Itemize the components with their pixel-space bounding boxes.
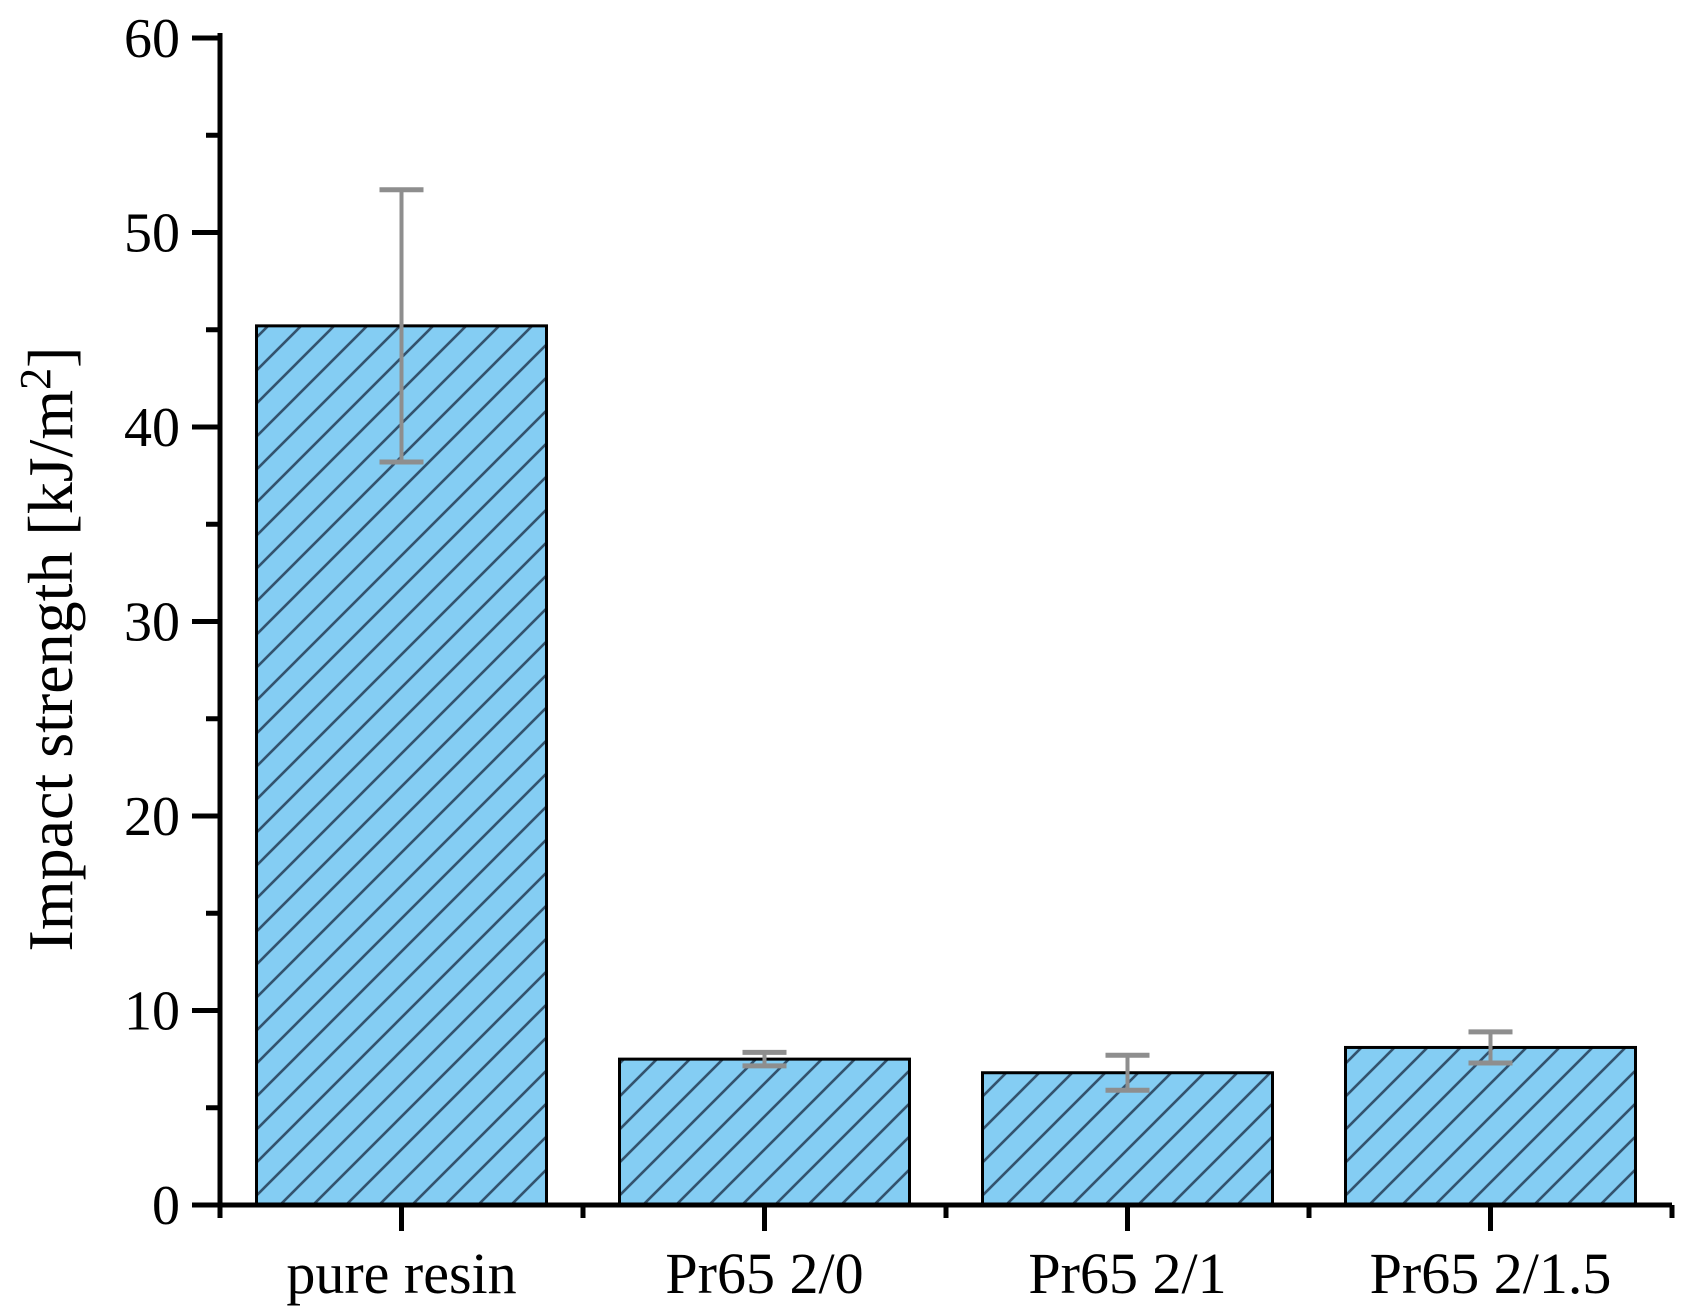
- y-tick-label: 30: [124, 592, 180, 654]
- bar-pr65-2-1: [981, 1071, 1274, 1207]
- x-category-label: pure resin: [286, 1241, 516, 1306]
- x-category-label: Pr65 2/1.5: [1370, 1241, 1612, 1306]
- x-category-label: Pr65 2/0: [665, 1241, 863, 1306]
- x-category-label: Pr65 2/1: [1028, 1241, 1226, 1306]
- bar-pr65-2-0: [618, 1057, 911, 1207]
- y-axis-title: Impact strength [kJ/m2]: [11, 347, 86, 952]
- y-tick-label: 10: [124, 981, 180, 1043]
- y-tick-label: 40: [124, 397, 180, 459]
- y-tick-label: 20: [124, 786, 180, 848]
- y-tick-label: 0: [152, 1175, 180, 1237]
- y-tick-label: 50: [124, 203, 180, 265]
- bar-pr65-2-1-5: [1344, 1045, 1637, 1207]
- y-tick-label: 60: [124, 8, 180, 70]
- bar-pure-resin: [255, 324, 548, 1207]
